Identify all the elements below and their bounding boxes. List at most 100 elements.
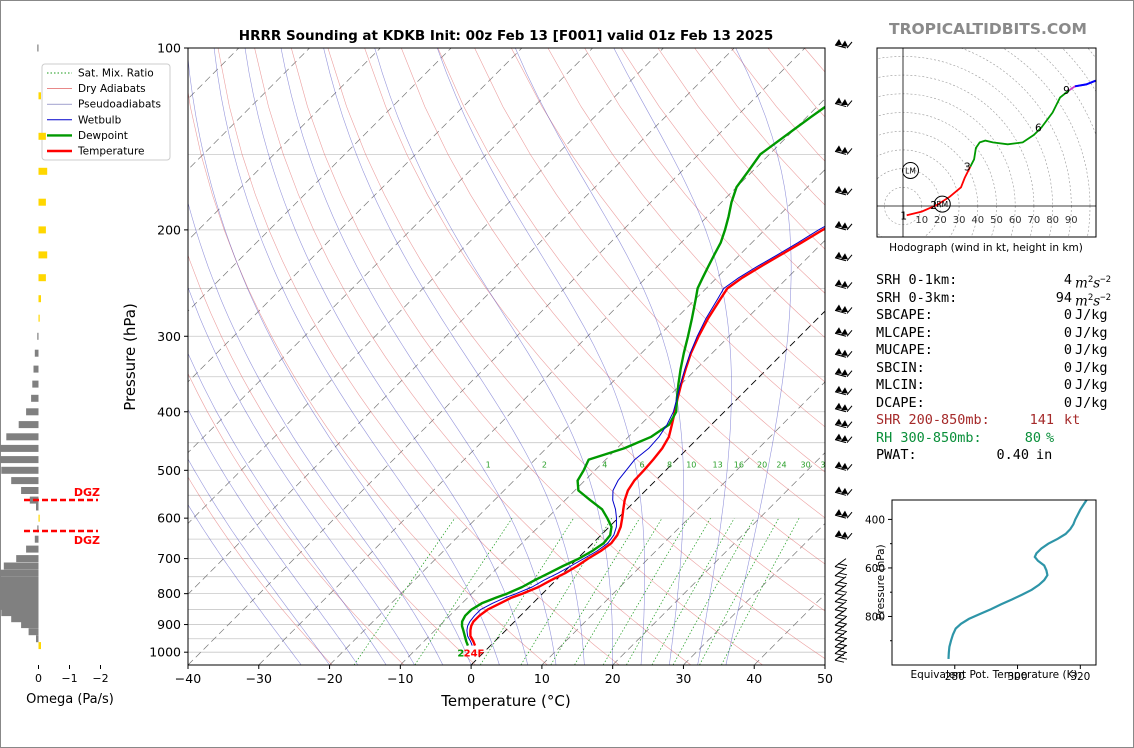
stat-label: MUCAPE:	[876, 342, 933, 358]
y-tick-label: 200	[157, 222, 181, 237]
mixing-ratio-line	[353, 517, 456, 665]
moist-adiabat	[515, 48, 684, 665]
barb-feather	[846, 463, 853, 471]
dry-adiabat	[217, 48, 620, 665]
wind-barbs	[834, 39, 853, 663]
barb-staff	[834, 257, 847, 262]
wind-barb	[834, 145, 853, 155]
moist-adiabat	[244, 48, 528, 665]
stat-label: SBCIN:	[876, 359, 925, 376]
stat-label: MLCAPE:	[876, 324, 933, 341]
legend-entry: Temperature	[77, 146, 145, 158]
x-tick-label: −40	[175, 671, 201, 686]
wind-barb	[834, 567, 848, 579]
omega-bar	[0, 569, 39, 577]
barb-feather	[837, 563, 848, 567]
hodograph-height-label: 6	[1035, 122, 1042, 134]
moist-adiabat	[188, 408, 359, 665]
theta-e-frame	[891, 499, 1097, 666]
omega-bar	[38, 198, 46, 206]
theta-e-x-tick-label: 320	[1070, 671, 1090, 683]
stat-value: 0	[1063, 307, 1072, 323]
barb-staff	[834, 609, 847, 618]
omega-bar	[0, 583, 39, 591]
sounding-parameters: SRH 0-1km: 4 m2s−2 SRH 0-3km: 94 m2s−2 SBCAPE:…	[876, 272, 1111, 465]
barb-flag	[841, 531, 848, 538]
stat-value: 0.40	[996, 447, 1029, 463]
hodograph-height-label: 3	[964, 162, 971, 174]
theta-e-panel: 280 300 320 400 600 800	[865, 499, 1090, 683]
chart-title: HRRR Sounding at KDKB Init: 00z Feb 13 […	[239, 28, 773, 44]
barb-flag	[835, 304, 842, 311]
barb-feather	[846, 148, 853, 155]
barb-staff	[834, 593, 847, 603]
omega-bar	[0, 456, 39, 464]
dry-adiabat	[327, 48, 825, 659]
barb-staff	[834, 567, 847, 577]
stat-unit: J/kg	[1075, 377, 1108, 393]
stat-unit: m2s−2	[1075, 275, 1112, 292]
barb-feather	[834, 575, 845, 579]
barb-staff	[834, 645, 847, 654]
barb-flag	[841, 404, 848, 411]
barb-flag	[835, 433, 842, 440]
stat-row: SBCIN: 0 J/kg	[876, 359, 1108, 378]
omega-bar	[11, 477, 39, 485]
omega-axis-label: Omega (Pa/s)	[26, 692, 114, 707]
hodograph-frame	[876, 47, 1097, 238]
barb-flag	[841, 435, 848, 442]
mixing-ratio-line	[699, 518, 780, 665]
barb-feather	[846, 282, 853, 289]
mixing-ratio-label: 6	[640, 460, 645, 469]
hodograph-ring-label: 50	[990, 215, 1003, 226]
moist-adiabat	[280, 48, 557, 665]
legend-entry: Dewpoint	[78, 130, 128, 142]
stat-value: 0	[1063, 324, 1072, 341]
barb-feather	[846, 307, 853, 314]
isotherm	[188, 48, 452, 312]
barb-staff	[834, 424, 847, 429]
barb-staff	[834, 466, 847, 471]
wind-barb	[834, 327, 853, 337]
barb-staff	[834, 439, 847, 444]
mixing-ratio-label: 8	[667, 460, 672, 469]
hodograph-trace	[1074, 79, 1096, 88]
stat-unit: m2s−2	[1075, 292, 1112, 310]
wind-barb	[834, 576, 848, 588]
hodograph-trace	[906, 204, 938, 217]
moist-adiabat	[613, 48, 732, 665]
y-tick-label: 700	[157, 551, 181, 566]
x-tick-label: 0	[467, 671, 475, 686]
x-axis-label: Temperature (°C)	[440, 692, 570, 710]
omega-bar	[34, 535, 39, 543]
stat-row: SRH 0-3km: 94 m2s−2	[876, 290, 1111, 310]
mixing-ratio-label: 24	[776, 460, 786, 469]
mixing-ratio-label: 20	[757, 460, 767, 469]
barb-staff	[834, 514, 847, 519]
hodograph-ring-label: 90	[1065, 215, 1078, 226]
stat-row: PWAT: 0.40 in	[876, 447, 1106, 465]
barb-staff	[834, 150, 847, 155]
barb-feather	[837, 636, 848, 640]
omega-bar	[1, 609, 39, 617]
omega-bar	[32, 380, 39, 388]
barb-staff	[834, 226, 847, 231]
temperature-line	[469, 227, 825, 647]
barb-flag	[841, 387, 848, 394]
hodograph-ring-label: 60	[1009, 215, 1022, 226]
moist-adiabat	[323, 48, 585, 665]
stat-row: SHR 200-850mb: 141 kt	[876, 412, 1106, 430]
y-tick-label: 600	[157, 511, 181, 526]
skewt-axes: −40 −30 −20 −10 0 10 20 30 40 50 100 200 300 400 500 60…	[149, 41, 833, 687]
barb-feather	[846, 421, 853, 428]
barb-staff	[834, 601, 847, 611]
barb-flag	[835, 220, 842, 227]
stat-row: RH 300-850mb: 80%	[876, 430, 1106, 448]
stat-label: PWAT:	[876, 447, 917, 463]
barb-staff	[834, 558, 847, 568]
barb-staff	[834, 44, 847, 49]
mixing-ratio-line	[574, 518, 663, 665]
y-tick-label: 300	[157, 329, 181, 344]
stat-unit: %	[1046, 429, 1055, 446]
omega-bar	[38, 274, 46, 282]
